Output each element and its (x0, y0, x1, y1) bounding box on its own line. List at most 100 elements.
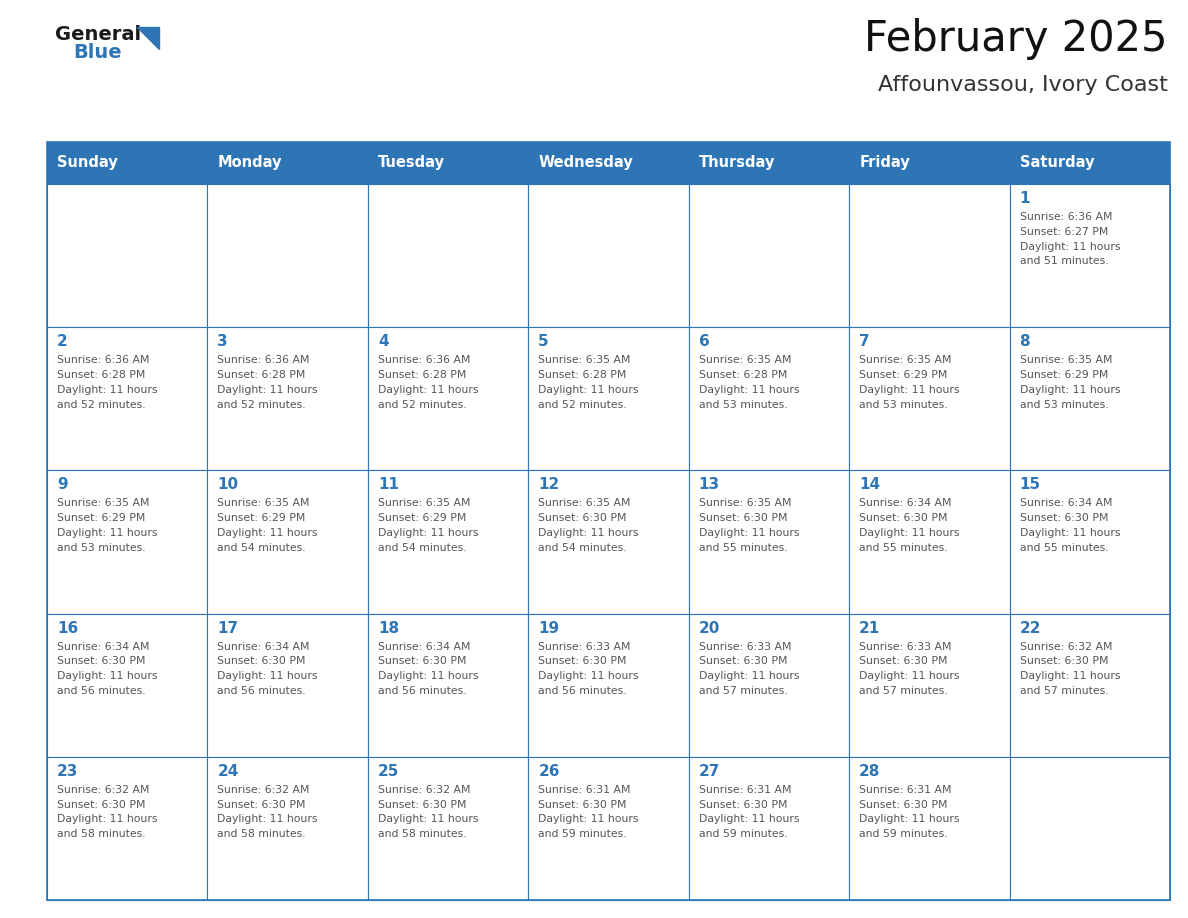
Text: February 2025: February 2025 (865, 18, 1168, 60)
Text: and 52 minutes.: and 52 minutes. (538, 399, 627, 409)
Text: 6: 6 (699, 334, 709, 349)
Text: Daylight: 11 hours: Daylight: 11 hours (1019, 241, 1120, 252)
Text: Saturday: Saturday (1019, 155, 1094, 171)
Text: and 56 minutes.: and 56 minutes. (538, 686, 627, 696)
Text: Sunset: 6:30 PM: Sunset: 6:30 PM (699, 656, 788, 666)
Text: Daylight: 11 hours: Daylight: 11 hours (699, 528, 800, 538)
Text: 9: 9 (57, 477, 68, 492)
Bar (849, 327, 1010, 470)
Text: Daylight: 11 hours: Daylight: 11 hours (859, 814, 960, 824)
Bar (1010, 470, 1170, 613)
Bar (849, 184, 1010, 327)
Text: Sunrise: 6:35 AM: Sunrise: 6:35 AM (378, 498, 470, 509)
Text: 22: 22 (1019, 621, 1041, 635)
Text: Sunset: 6:27 PM: Sunset: 6:27 PM (1019, 227, 1108, 237)
Text: and 58 minutes.: and 58 minutes. (217, 829, 307, 839)
Text: Affounvassou, Ivory Coast: Affounvassou, Ivory Coast (878, 75, 1168, 95)
Text: 27: 27 (699, 764, 720, 778)
Bar (368, 470, 529, 613)
Text: Daylight: 11 hours: Daylight: 11 hours (378, 528, 479, 538)
Text: and 54 minutes.: and 54 minutes. (378, 543, 467, 553)
Text: Daylight: 11 hours: Daylight: 11 hours (699, 385, 800, 395)
Text: Daylight: 11 hours: Daylight: 11 hours (859, 385, 960, 395)
Text: 3: 3 (217, 334, 228, 349)
Text: Sunset: 6:30 PM: Sunset: 6:30 PM (859, 513, 948, 523)
Text: 13: 13 (699, 477, 720, 492)
Text: 19: 19 (538, 621, 560, 635)
Text: and 59 minutes.: and 59 minutes. (538, 829, 627, 839)
Bar (529, 470, 689, 613)
Text: Sunrise: 6:33 AM: Sunrise: 6:33 AM (699, 642, 791, 652)
Text: Sunrise: 6:35 AM: Sunrise: 6:35 AM (538, 498, 631, 509)
Text: Sunset: 6:30 PM: Sunset: 6:30 PM (859, 800, 948, 810)
Bar (849, 756, 1010, 900)
Text: 18: 18 (378, 621, 399, 635)
Text: and 57 minutes.: and 57 minutes. (1019, 686, 1108, 696)
Bar (529, 756, 689, 900)
Text: 24: 24 (217, 764, 239, 778)
Bar (208, 327, 368, 470)
Text: 14: 14 (859, 477, 880, 492)
Text: Sunset: 6:28 PM: Sunset: 6:28 PM (378, 370, 466, 380)
Text: Sunset: 6:30 PM: Sunset: 6:30 PM (1019, 513, 1108, 523)
Bar (689, 756, 849, 900)
Text: Sunset: 6:29 PM: Sunset: 6:29 PM (1019, 370, 1108, 380)
Text: Sunset: 6:30 PM: Sunset: 6:30 PM (217, 800, 307, 810)
Bar (1010, 184, 1170, 327)
Text: Tuesday: Tuesday (378, 155, 444, 171)
Text: 16: 16 (57, 621, 78, 635)
Text: Daylight: 11 hours: Daylight: 11 hours (859, 528, 960, 538)
Bar (368, 184, 529, 327)
Text: Daylight: 11 hours: Daylight: 11 hours (57, 528, 158, 538)
Bar (689, 613, 849, 756)
Text: Sunset: 6:29 PM: Sunset: 6:29 PM (378, 513, 466, 523)
Text: Monday: Monday (217, 155, 282, 171)
Text: Sunset: 6:30 PM: Sunset: 6:30 PM (699, 513, 788, 523)
Text: and 54 minutes.: and 54 minutes. (538, 543, 627, 553)
Text: and 59 minutes.: and 59 minutes. (699, 829, 788, 839)
Text: Daylight: 11 hours: Daylight: 11 hours (217, 814, 318, 824)
Bar (208, 613, 368, 756)
Text: Sunrise: 6:35 AM: Sunrise: 6:35 AM (1019, 355, 1112, 365)
Bar (48, 470, 208, 613)
Text: Sunrise: 6:32 AM: Sunrise: 6:32 AM (1019, 642, 1112, 652)
Text: and 58 minutes.: and 58 minutes. (378, 829, 467, 839)
Text: Wednesday: Wednesday (538, 155, 633, 171)
Text: Daylight: 11 hours: Daylight: 11 hours (538, 814, 639, 824)
Text: Blue: Blue (72, 43, 121, 62)
Text: 23: 23 (57, 764, 78, 778)
Text: Sunrise: 6:33 AM: Sunrise: 6:33 AM (538, 642, 631, 652)
Text: Sunrise: 6:34 AM: Sunrise: 6:34 AM (1019, 498, 1112, 509)
Text: Sunrise: 6:34 AM: Sunrise: 6:34 AM (859, 498, 952, 509)
Bar (368, 756, 529, 900)
Bar (529, 613, 689, 756)
Text: Sunset: 6:28 PM: Sunset: 6:28 PM (217, 370, 305, 380)
Bar (849, 613, 1010, 756)
Bar (368, 327, 529, 470)
Text: Daylight: 11 hours: Daylight: 11 hours (538, 528, 639, 538)
Text: Sunset: 6:30 PM: Sunset: 6:30 PM (538, 800, 627, 810)
Bar (48, 184, 208, 327)
Text: 26: 26 (538, 764, 560, 778)
Text: and 56 minutes.: and 56 minutes. (378, 686, 467, 696)
Text: Sunrise: 6:34 AM: Sunrise: 6:34 AM (378, 642, 470, 652)
Text: Daylight: 11 hours: Daylight: 11 hours (1019, 385, 1120, 395)
Text: Sunrise: 6:36 AM: Sunrise: 6:36 AM (1019, 212, 1112, 222)
Text: Daylight: 11 hours: Daylight: 11 hours (378, 385, 479, 395)
Text: Daylight: 11 hours: Daylight: 11 hours (538, 671, 639, 681)
Text: Sunrise: 6:34 AM: Sunrise: 6:34 AM (217, 642, 310, 652)
Text: 5: 5 (538, 334, 549, 349)
Text: Sunrise: 6:31 AM: Sunrise: 6:31 AM (859, 785, 952, 795)
Text: and 55 minutes.: and 55 minutes. (1019, 543, 1108, 553)
Text: and 52 minutes.: and 52 minutes. (57, 399, 146, 409)
Text: General: General (55, 25, 141, 44)
Bar (48, 142, 1170, 900)
Text: Daylight: 11 hours: Daylight: 11 hours (699, 671, 800, 681)
Text: Daylight: 11 hours: Daylight: 11 hours (378, 814, 479, 824)
Text: 8: 8 (1019, 334, 1030, 349)
Bar (48, 142, 1170, 184)
Text: and 54 minutes.: and 54 minutes. (217, 543, 307, 553)
Text: Sunset: 6:30 PM: Sunset: 6:30 PM (57, 656, 145, 666)
Text: and 53 minutes.: and 53 minutes. (57, 543, 146, 553)
Text: Sunrise: 6:35 AM: Sunrise: 6:35 AM (859, 355, 952, 365)
